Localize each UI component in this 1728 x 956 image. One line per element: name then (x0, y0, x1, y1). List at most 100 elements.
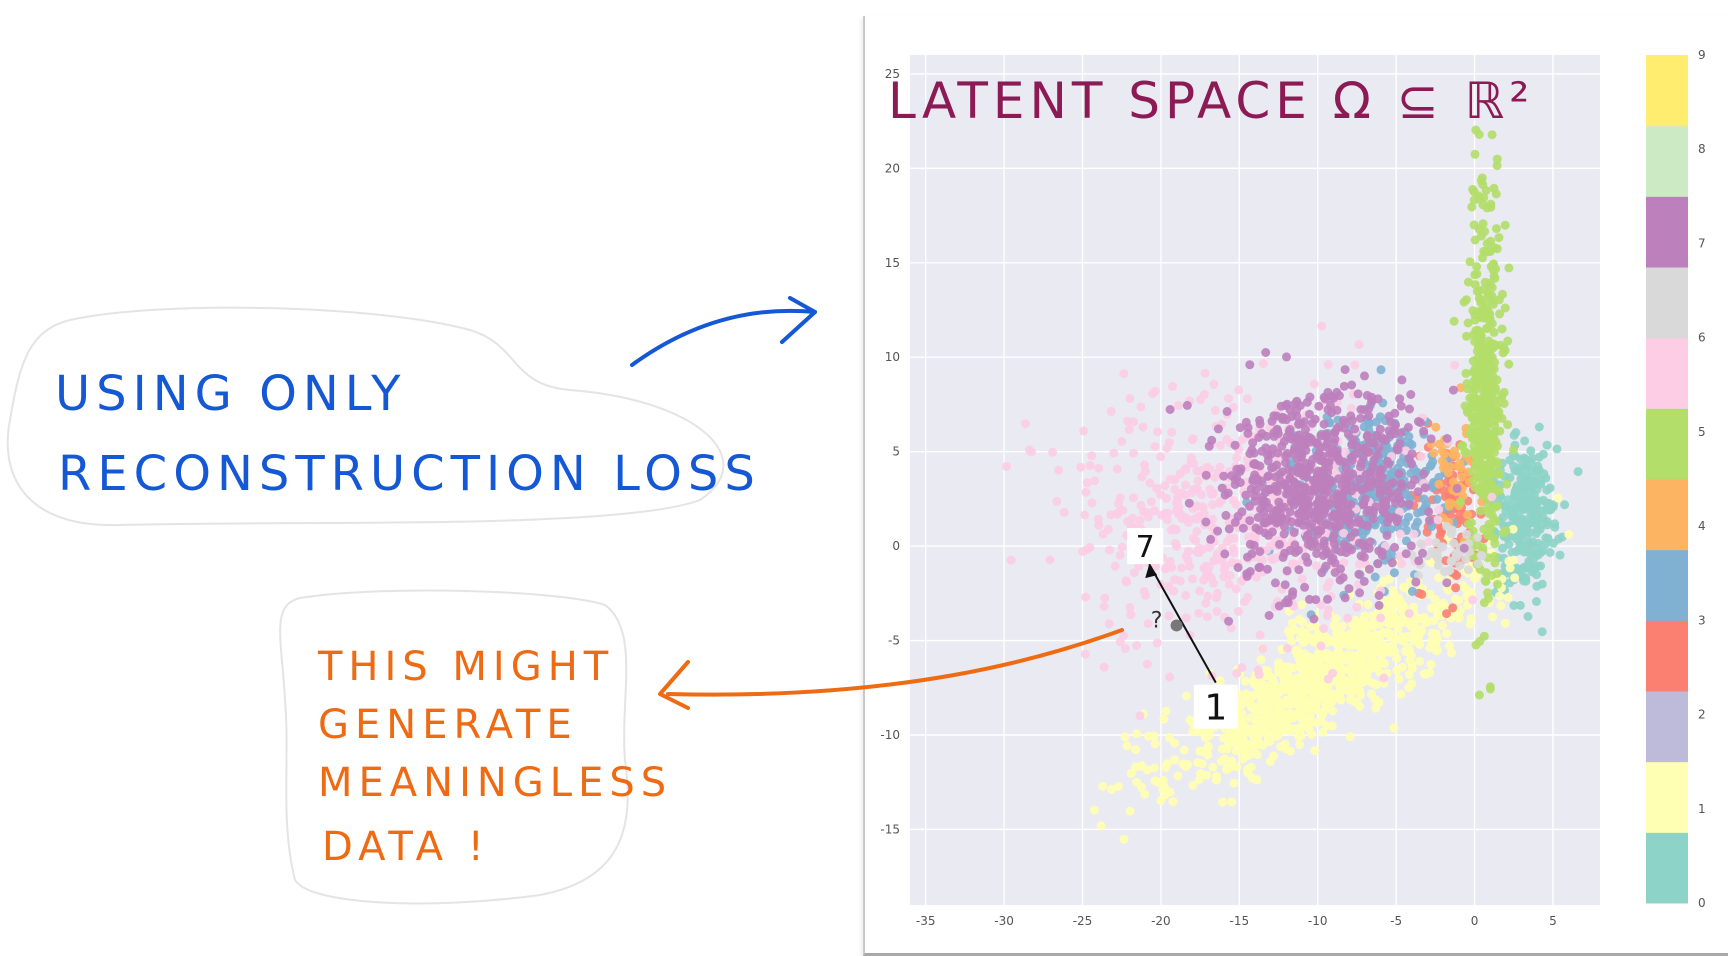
scatter-point-class-9 (1262, 564, 1272, 574)
scatter-point-class-9 (1352, 441, 1362, 451)
scatter-point-class-7 (1160, 481, 1170, 491)
scatter-point-class-9 (1332, 405, 1342, 415)
scatter-point-class-7 (1141, 508, 1151, 517)
scatter-point-class-7 (1340, 447, 1350, 457)
scatter-point-class-1 (1249, 690, 1259, 700)
scatter-point-class-7 (1224, 579, 1234, 589)
scatter-point-class-7 (1149, 506, 1159, 516)
scatter-point-class-7 (1183, 555, 1193, 565)
scatter-point-class-1 (1281, 682, 1291, 692)
scatter-point-class-1 (1298, 714, 1307, 724)
scatter-point-class-6 (1474, 224, 1484, 234)
scatter-point-class-1 (1496, 601, 1506, 611)
scatter-point-class-6 (1480, 392, 1490, 402)
orange-note-line-1: THIS MIGHT (317, 644, 614, 690)
x-tick-label: -35 (916, 914, 936, 928)
scatter-point-class-7 (1115, 550, 1125, 560)
scatter-point-class-9 (1442, 434, 1452, 443)
scatter-point-class-1 (1179, 745, 1189, 755)
scatter-point-class-1 (1259, 708, 1269, 718)
scatter-point-class-1 (1396, 689, 1406, 699)
scatter-point-class-6 (1484, 384, 1494, 394)
colorbar-segment (1646, 832, 1688, 904)
scatter-point-class-9 (1223, 488, 1233, 498)
scatter-point-class-9 (1281, 401, 1291, 411)
scatter-point-class-6 (1472, 346, 1482, 356)
scatter-point-class-1 (1285, 727, 1295, 736)
scatter-point-class-9 (1290, 399, 1300, 409)
colorbar-tick-label: 0 (1698, 896, 1706, 910)
scatter-point-class-6 (1497, 390, 1507, 400)
scatter-point-class-7 (1316, 641, 1326, 651)
scatter-point-class-7 (1323, 610, 1332, 620)
colorbar-tick-label: 1 (1698, 802, 1706, 816)
scatter-point-class-1 (1156, 796, 1166, 806)
scatter-point-class-1 (1185, 715, 1195, 725)
scatter-point-class-1 (1281, 668, 1291, 677)
scatter-point-class-9 (1261, 348, 1271, 357)
scatter-point-class-7 (1135, 515, 1145, 525)
scatter-point-class-1 (1250, 735, 1260, 745)
scatter-point-class-1 (1357, 622, 1367, 632)
scatter-point-class-1 (1182, 691, 1192, 701)
scatter-point-class-1 (1239, 728, 1249, 738)
scatter-point-class-9 (1374, 600, 1384, 610)
scatter-point-class-0 (1550, 522, 1560, 532)
scatter-point-class-9 (1385, 479, 1395, 489)
scatter-point-class-9 (1220, 549, 1230, 559)
scatter-point-class-1 (1287, 636, 1296, 646)
scatter-point-class-9 (1301, 472, 1311, 482)
scatter-point-class-7 (1162, 493, 1172, 503)
scatter-point-class-7 (1354, 340, 1364, 350)
scatter-point-class-7 (1200, 368, 1210, 378)
scatter-point-class-7 (1169, 586, 1179, 596)
scatter-point-class-6 (1486, 509, 1496, 519)
scatter-point-class-7 (1317, 321, 1327, 331)
scatter-point-class-1 (1370, 694, 1380, 704)
scatter-point-class-9 (1295, 509, 1304, 519)
scatter-point-class-9 (1334, 493, 1344, 503)
scatter-point-class-0 (1520, 436, 1530, 446)
colorbar-tick-label: 9 (1698, 48, 1706, 62)
scatter-point-class-9 (1264, 530, 1273, 540)
scatter-point-class-1 (1131, 745, 1141, 755)
scatter-point-class-7 (1309, 379, 1319, 389)
scatter-point-class-9 (1282, 489, 1292, 499)
scatter-point-class-9 (1452, 484, 1462, 493)
scatter-point-class-8 (1462, 529, 1472, 539)
scatter-point-class-9 (1368, 438, 1378, 447)
scatter-point-class-7 (1203, 591, 1213, 601)
scatter-point-class-7 (1110, 561, 1120, 571)
scatter-point-class-6 (1461, 368, 1471, 378)
scatter-point-class-9 (1257, 498, 1267, 508)
scatter-point-class-6 (1482, 239, 1492, 248)
scatter-point-class-1 (1458, 580, 1467, 590)
scatter-point-class-6 (1459, 297, 1469, 307)
scatter-point-class-9 (1393, 514, 1402, 524)
scatter-point-class-9 (1288, 587, 1298, 597)
scatter-point-class-7 (1228, 544, 1238, 554)
scatter-point-class-9 (1332, 423, 1342, 433)
scatter-point-class-0 (1573, 467, 1583, 477)
scatter-point-class-1 (1303, 682, 1313, 692)
scatter-point-class-1 (1341, 637, 1351, 647)
scatter-point-class-7 (1143, 619, 1153, 629)
scatter-point-class-0 (1515, 600, 1525, 610)
scatter-point-class-1 (1388, 641, 1397, 651)
scatter-point-class-6 (1456, 497, 1466, 507)
scatter-point-class-5 (1457, 472, 1467, 482)
scatter-point-class-7 (1224, 394, 1233, 403)
x-tick-label: -25 (1073, 914, 1093, 928)
scatter-point-class-9 (1245, 360, 1255, 370)
scatter-point-class-9 (1313, 499, 1323, 509)
scatter-point-class-1 (1188, 727, 1198, 737)
scatter-point-class-9 (1403, 422, 1413, 432)
scatter-point-class-1 (1304, 724, 1314, 733)
scatter-point-class-1 (1096, 821, 1106, 831)
scatter-point-class-6 (1487, 352, 1497, 362)
scatter-point-class-7 (1048, 447, 1058, 457)
scatter-point-class-1 (1406, 621, 1416, 631)
scatter-point-class-7 (1093, 514, 1103, 524)
scatter-point-class-7 (1087, 451, 1097, 461)
scatter-point-class-1 (1508, 524, 1518, 534)
